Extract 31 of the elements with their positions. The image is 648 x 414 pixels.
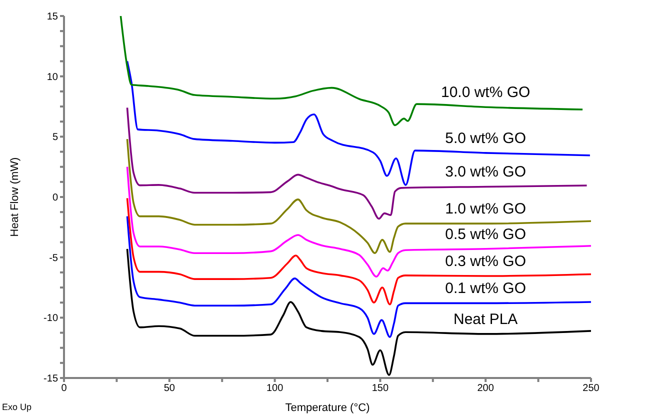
series-label: 10.0 wt% GO: [441, 84, 530, 102]
y-tick-label: -5: [49, 252, 58, 264]
line-series: [126, 197, 591, 306]
y-tick-label: -15: [44, 374, 58, 385]
series-label: 5.0 wt% GO: [445, 130, 526, 147]
y-tick-label: 10: [46, 72, 58, 83]
x-tick-label: 150: [372, 383, 389, 394]
x-axis-title: Temperature (°C): [285, 402, 370, 414]
series-label: 0.5 wt% GO: [445, 226, 526, 243]
line-series: [126, 166, 591, 278]
x-tick-label: 0: [61, 383, 68, 394]
series-label: Neat PLA: [453, 310, 518, 328]
y-tick-label: 5: [52, 132, 58, 144]
series-label: 3.0 wt% GO: [445, 164, 526, 181]
series-label: 1.0 wt% GO: [445, 200, 526, 218]
x-tick-label: 200: [477, 383, 494, 394]
y-axis-title: Heat Flow (mW): [8, 157, 21, 237]
line-series: [120, 16, 584, 126]
line-series: [126, 106, 588, 220]
series-label: 0.3 wt% GO: [445, 253, 526, 270]
line-series: [126, 248, 591, 376]
x-tick-label: 250: [582, 383, 600, 394]
y-tick-label: 15: [46, 12, 58, 23]
line-series: [126, 60, 591, 186]
y-tick-label: -10: [44, 313, 58, 324]
x-tick-label: 50: [164, 383, 176, 394]
line-series: [126, 215, 591, 338]
text: Exo Up: [2, 402, 32, 412]
y-tick-label: 0: [52, 192, 58, 204]
series-label: 0.1 wt% GO: [445, 280, 526, 298]
x-tick-label: 100: [266, 383, 284, 394]
